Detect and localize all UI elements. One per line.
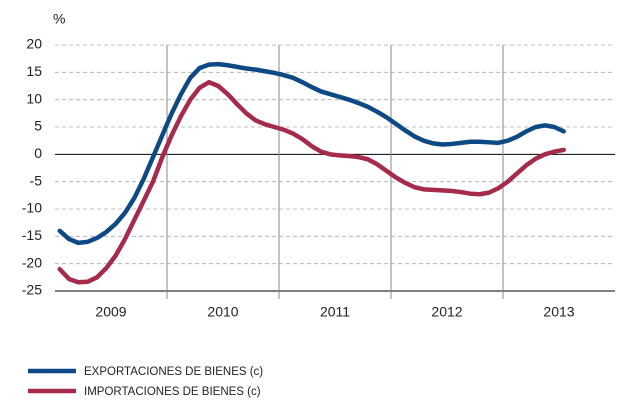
- x-tick-label: 2011: [320, 304, 350, 320]
- y-tick-label: 20: [26, 36, 42, 52]
- y-tick-label: -15: [22, 227, 42, 243]
- x-tick-label: 2009: [95, 304, 126, 320]
- x-tick-label: 2012: [431, 304, 462, 320]
- y-tick-label: -25: [22, 282, 42, 298]
- y-tick-label: -20: [22, 254, 42, 270]
- series-line: [57, 61, 566, 246]
- x-tick-label: 2013: [543, 304, 574, 320]
- y-tick-label: 5: [34, 118, 42, 134]
- legend-label: IMPORTACIONES DE BIENES (c): [84, 386, 261, 398]
- legend-label: EXPORTACIONES DE BIENES (c): [84, 366, 263, 378]
- y-tick-label: -5: [30, 172, 43, 188]
- x-tick-label: 2010: [207, 304, 238, 320]
- y-tick-label: 0: [34, 145, 42, 161]
- y-unit-label: %: [53, 11, 65, 27]
- y-tick-label: -10: [22, 200, 42, 216]
- y-tick-label: 10: [26, 90, 42, 106]
- y-tick-label: 15: [26, 63, 42, 79]
- series-line: [57, 79, 566, 285]
